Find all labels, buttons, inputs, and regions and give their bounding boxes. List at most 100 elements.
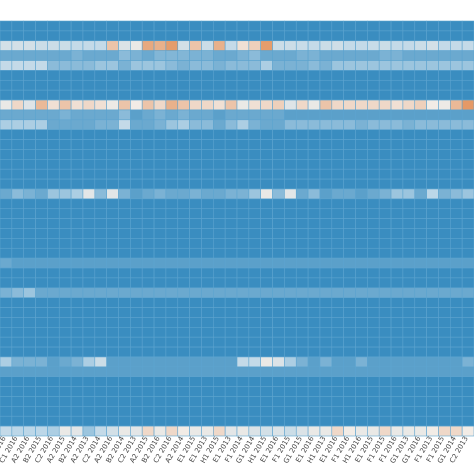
heatmap-cell bbox=[11, 297, 25, 308]
heatmap-cell bbox=[236, 346, 250, 358]
heatmap-cell bbox=[141, 188, 155, 200]
heatmap-cell bbox=[390, 386, 404, 397]
heatmap-cell bbox=[70, 346, 84, 358]
heatmap-cell bbox=[106, 129, 119, 140]
heatmap-cell bbox=[260, 267, 273, 279]
heatmap-cell bbox=[189, 119, 202, 130]
heatmap-cell bbox=[284, 198, 297, 210]
heatmap-cell bbox=[461, 60, 474, 71]
heatmap-cell bbox=[47, 139, 60, 150]
heatmap-cell bbox=[0, 356, 13, 368]
heatmap-cell bbox=[141, 297, 155, 308]
heatmap-cell bbox=[23, 99, 36, 111]
heatmap-cell bbox=[94, 415, 107, 427]
heatmap-cell bbox=[189, 327, 202, 338]
heatmap-cell bbox=[284, 208, 297, 219]
heatmap-cell bbox=[319, 60, 333, 71]
heatmap-cell bbox=[319, 218, 333, 229]
heatmap-cell bbox=[331, 149, 344, 160]
heatmap-cell bbox=[319, 247, 333, 259]
heatmap-cell bbox=[426, 277, 439, 289]
heatmap-cell bbox=[70, 208, 84, 219]
heatmap-cell bbox=[82, 287, 96, 298]
heatmap-cell bbox=[272, 336, 285, 348]
heatmap-cell bbox=[426, 79, 439, 91]
heatmap-cell bbox=[0, 267, 13, 279]
heatmap-cell bbox=[224, 297, 238, 308]
heatmap-cell bbox=[414, 415, 427, 427]
heatmap-cell bbox=[319, 406, 333, 417]
heatmap-cell bbox=[331, 159, 344, 170]
heatmap-cell bbox=[260, 20, 273, 32]
heatmap-cell bbox=[118, 238, 131, 249]
heatmap-cell bbox=[0, 79, 13, 91]
heatmap-cell bbox=[58, 415, 72, 427]
heatmap-cell bbox=[224, 79, 238, 91]
heatmap-cell bbox=[367, 208, 380, 219]
heatmap-cell bbox=[153, 79, 167, 91]
heatmap-cell bbox=[402, 317, 416, 328]
heatmap-cell bbox=[449, 346, 463, 358]
heatmap-cell bbox=[165, 139, 179, 150]
heatmap-cell bbox=[224, 257, 238, 269]
heatmap-cell bbox=[153, 119, 167, 130]
heatmap-cell bbox=[118, 297, 131, 308]
heatmap-cell bbox=[355, 20, 368, 32]
heatmap-cell bbox=[378, 119, 392, 130]
heatmap-cell bbox=[248, 40, 262, 51]
heatmap-cell bbox=[378, 198, 392, 210]
heatmap-cell bbox=[165, 30, 179, 42]
heatmap-cell bbox=[58, 159, 72, 170]
heatmap-cell bbox=[414, 188, 427, 200]
heatmap-cell bbox=[319, 317, 333, 328]
heatmap-cell bbox=[307, 307, 321, 318]
heatmap-cell bbox=[248, 307, 262, 318]
heatmap-cell bbox=[260, 396, 273, 407]
heatmap-cell bbox=[23, 79, 36, 91]
heatmap-cell bbox=[390, 60, 404, 71]
heatmap-cell bbox=[70, 386, 84, 397]
heatmap-cell bbox=[153, 307, 167, 318]
heatmap-cell bbox=[378, 366, 392, 378]
heatmap-cell bbox=[94, 267, 107, 279]
heatmap-cell bbox=[248, 356, 262, 368]
heatmap-cell bbox=[449, 386, 463, 397]
heatmap-cell bbox=[367, 247, 380, 259]
heatmap-cell bbox=[449, 159, 463, 170]
heatmap-cell bbox=[367, 159, 380, 170]
heatmap-cell bbox=[35, 247, 48, 259]
heatmap-cell bbox=[58, 238, 72, 249]
heatmap-cell bbox=[367, 257, 380, 269]
heatmap-cell bbox=[284, 327, 297, 338]
heatmap-cell bbox=[201, 415, 214, 427]
heatmap-cell bbox=[70, 40, 84, 51]
heatmap-cell bbox=[118, 40, 131, 51]
heatmap-cell bbox=[130, 50, 143, 61]
heatmap-cell bbox=[438, 149, 451, 160]
heatmap-cell bbox=[177, 297, 190, 308]
heatmap-cell bbox=[367, 287, 380, 298]
heatmap-cell bbox=[438, 129, 451, 140]
heatmap-cell bbox=[438, 30, 451, 42]
heatmap-cell bbox=[402, 40, 416, 51]
heatmap-cell bbox=[47, 317, 60, 328]
heatmap-cell bbox=[213, 119, 226, 130]
heatmap-cell bbox=[94, 60, 107, 71]
heatmap-cell bbox=[248, 129, 262, 140]
heatmap-cell bbox=[331, 396, 344, 407]
heatmap-cell bbox=[35, 238, 48, 249]
heatmap-cell bbox=[106, 406, 119, 417]
heatmap-cell bbox=[331, 287, 344, 298]
heatmap-cell bbox=[177, 267, 190, 279]
heatmap-cell bbox=[355, 60, 368, 71]
heatmap-cell bbox=[141, 287, 155, 298]
heatmap-cell bbox=[106, 198, 119, 210]
heatmap-cell bbox=[284, 307, 297, 318]
heatmap-cell bbox=[367, 60, 380, 71]
heatmap-cell bbox=[390, 277, 404, 289]
heatmap-cell bbox=[165, 70, 179, 81]
heatmap-cell bbox=[23, 149, 36, 160]
heatmap-cell bbox=[367, 109, 380, 121]
heatmap-cell bbox=[284, 60, 297, 71]
heatmap-cell bbox=[295, 247, 309, 259]
